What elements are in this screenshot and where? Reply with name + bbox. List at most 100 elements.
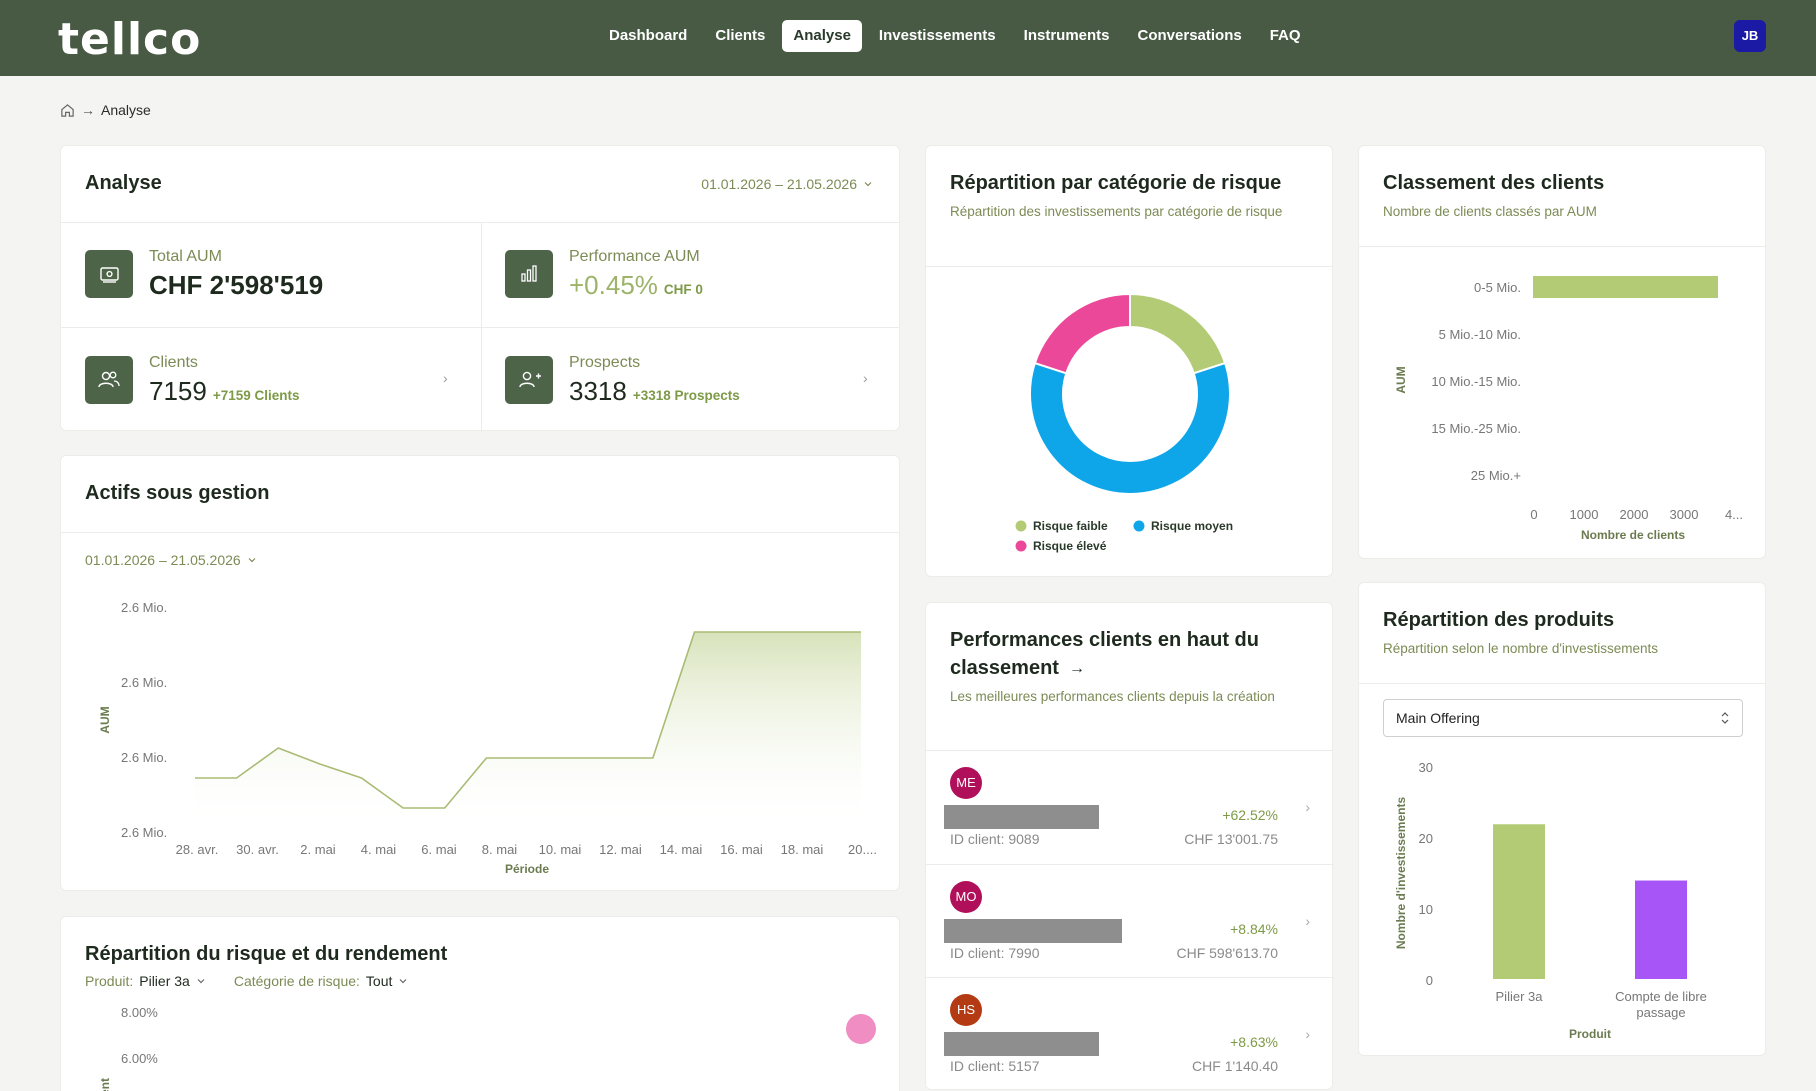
rank-x-axis-title: Nombre de clients xyxy=(1581,528,1685,542)
rank-y-axis-title: AUM xyxy=(1394,366,1408,393)
user-avatar[interactable]: JB xyxy=(1734,20,1766,52)
analyse-title: Analyse xyxy=(85,172,162,194)
donut-slice[interactable] xyxy=(1029,361,1231,495)
aum-card: Actifs sous gestion 01.01.2026 – 21.05.2… xyxy=(60,455,900,891)
aum-date-picker[interactable]: 01.01.2026 – 21.05.2026 xyxy=(85,552,257,568)
rr-y-axis-title: ent xyxy=(98,1078,112,1091)
aum-x-tick: 18. mai xyxy=(781,842,824,857)
nav-conversations[interactable]: Conversations xyxy=(1137,27,1242,44)
prod-y-tick: 0 xyxy=(1426,973,1433,988)
rank-y-tick: 5 Mio.-10 Mio. xyxy=(1439,327,1521,342)
kpi-prospects-label: Prospects xyxy=(569,354,641,371)
chevron-updown-icon xyxy=(1721,712,1729,724)
money-icon xyxy=(85,250,133,298)
chevron-right-icon: › xyxy=(443,370,448,386)
prod-x-axis-title: Produit xyxy=(1569,1027,1611,1041)
top-perf-row[interactable]: MO ID client: 7990 +8.84% CHF 598'613.70 › xyxy=(926,864,1334,976)
client-rank-card: Classement des clients Nombre de clients… xyxy=(1358,145,1766,559)
top-perf-title-line1: Performances clients en haut du xyxy=(950,629,1259,651)
donut-slice[interactable] xyxy=(1129,292,1227,375)
kpi-prospects-extra: +3318 Prospects xyxy=(632,388,740,403)
risk-category-subtitle: Répartition des investissements par caté… xyxy=(950,204,1283,219)
rr-y-tick: 6.00% xyxy=(121,1051,158,1066)
aum-x-tick: 2. mai xyxy=(300,842,336,857)
prod-y-axis-title: Nombre d'investissements xyxy=(1394,797,1408,950)
kpi-performance-value: +0.45% xyxy=(569,270,658,300)
risk-return-scatter-chart: 8.00% 6.00% ent xyxy=(98,1005,876,1091)
aum-series-line xyxy=(195,631,861,809)
client-id: ID client: 9089 xyxy=(950,831,1040,847)
nav-clients[interactable]: Clients xyxy=(715,27,766,44)
categorie-filter[interactable]: Catégorie de risque: Tout xyxy=(234,973,409,989)
client-value-chf: CHF 13'001.75 xyxy=(1184,831,1278,847)
analyse-date-picker[interactable]: 01.01.2026 – 21.05.2026 xyxy=(701,176,873,192)
client-name-redacted xyxy=(944,919,1122,943)
produit-filter-value: Pilier 3a xyxy=(139,973,190,989)
client-performance: +8.84% xyxy=(1230,921,1278,937)
client-name-redacted xyxy=(944,805,1099,829)
client-avatar: HS xyxy=(950,994,982,1026)
legend-swatch xyxy=(1015,520,1027,532)
aum-x-axis-title: Période xyxy=(505,862,549,876)
chevron-down-icon xyxy=(864,182,872,187)
aum-title: Actifs sous gestion xyxy=(85,482,270,504)
client-performance: +8.63% xyxy=(1230,1034,1278,1050)
client-rank-subtitle: Nombre de clients classés par AUM xyxy=(1383,204,1597,219)
aum-area-chart: 2.6 Mio. 2.6 Mio. 2.6 Mio. 2.6 Mio. 28. avr.… xyxy=(98,600,877,876)
kpi-clients-value: 7159 xyxy=(149,376,207,406)
rank-y-tick: 10 Mio.-15 Mio. xyxy=(1431,374,1521,389)
risk-return-filters: Produit: Pilier 3a Catégorie de risque: … xyxy=(85,973,408,989)
prod-x-tick: Compte de libre xyxy=(1615,989,1707,1004)
rank-x-tick: 1000 xyxy=(1570,507,1599,522)
kpi-prospects-value: 3318 xyxy=(569,376,627,406)
users-icon xyxy=(85,356,133,404)
rank-y-tick: 0-5 Mio. xyxy=(1474,280,1521,295)
top-perf-row[interactable]: HS ID client: 5157 +8.63% CHF 1'140.40 › xyxy=(926,977,1334,1089)
donut-slice[interactable] xyxy=(1033,292,1131,375)
legend-swatch xyxy=(1015,540,1027,552)
client-id: ID client: 5157 xyxy=(950,1058,1040,1074)
chevron-right-icon: › xyxy=(1305,913,1310,929)
aum-x-tick: 12. mai xyxy=(599,842,642,857)
nav-instruments[interactable]: Instruments xyxy=(1023,27,1110,44)
prod-bar[interactable] xyxy=(1493,824,1545,979)
aum-x-tick: 4. mai xyxy=(361,842,397,857)
product-offering-select[interactable]: Main Offering xyxy=(1383,699,1743,737)
app-logo[interactable]: tellco xyxy=(58,14,202,65)
prod-y-tick: 20 xyxy=(1419,831,1433,846)
prod-x-tick: passage xyxy=(1636,1005,1685,1020)
analyse-date-range: 01.01.2026 – 21.05.2026 xyxy=(701,176,857,192)
rank-y-tick: 25 Mio.+ xyxy=(1471,468,1521,483)
rr-scatter-point[interactable] xyxy=(846,1014,876,1044)
aum-area-fill xyxy=(195,632,861,828)
kpi-clients-label: Clients xyxy=(149,354,198,371)
nav-dashboard[interactable]: Dashboard xyxy=(609,27,688,44)
risk-category-card: Répartition par catégorie de risque Répa… xyxy=(925,145,1333,577)
breadcrumb: → Analyse xyxy=(60,102,151,118)
top-perf-row[interactable]: ME ID client: 9089 +62.52% CHF 13'001.75 › xyxy=(926,751,1334,863)
aum-x-tick: 16. mai xyxy=(720,842,763,857)
breadcrumb-current: Analyse xyxy=(101,102,151,118)
produit-filter[interactable]: Produit: Pilier 3a xyxy=(85,973,206,989)
client-name-redacted xyxy=(944,1032,1099,1056)
aum-y-tick: 2.6 Mio. xyxy=(121,825,167,840)
home-icon[interactable] xyxy=(60,103,75,118)
products-subtitle: Répartition selon le nombre d'investisse… xyxy=(1383,641,1658,656)
prod-bar[interactable] xyxy=(1635,880,1687,979)
aum-y-tick: 2.6 Mio. xyxy=(121,750,167,765)
legend-swatch xyxy=(1133,520,1145,532)
top-perf-title-link[interactable]: classement → xyxy=(950,657,1085,680)
rank-x-tick: 3000 xyxy=(1670,507,1699,522)
prod-y-tick: 10 xyxy=(1419,902,1433,917)
kpi-performance-chf: CHF 0 xyxy=(663,282,703,297)
kpi-performance-value-line: +0.45% CHF 0 xyxy=(569,270,703,301)
rank-bar[interactable] xyxy=(1533,276,1718,298)
aum-date-range: 01.01.2026 – 21.05.2026 xyxy=(85,552,241,568)
aum-y-tick: 2.6 Mio. xyxy=(121,600,167,615)
nav-faq[interactable]: FAQ xyxy=(1269,27,1301,44)
chevron-down-icon xyxy=(399,979,407,984)
breadcrumb-separator: → xyxy=(81,102,95,118)
client-avatar: ME xyxy=(950,767,982,799)
nav-investissements[interactable]: Investissements xyxy=(878,27,996,44)
nav-analyse[interactable]: Analyse xyxy=(782,20,862,52)
